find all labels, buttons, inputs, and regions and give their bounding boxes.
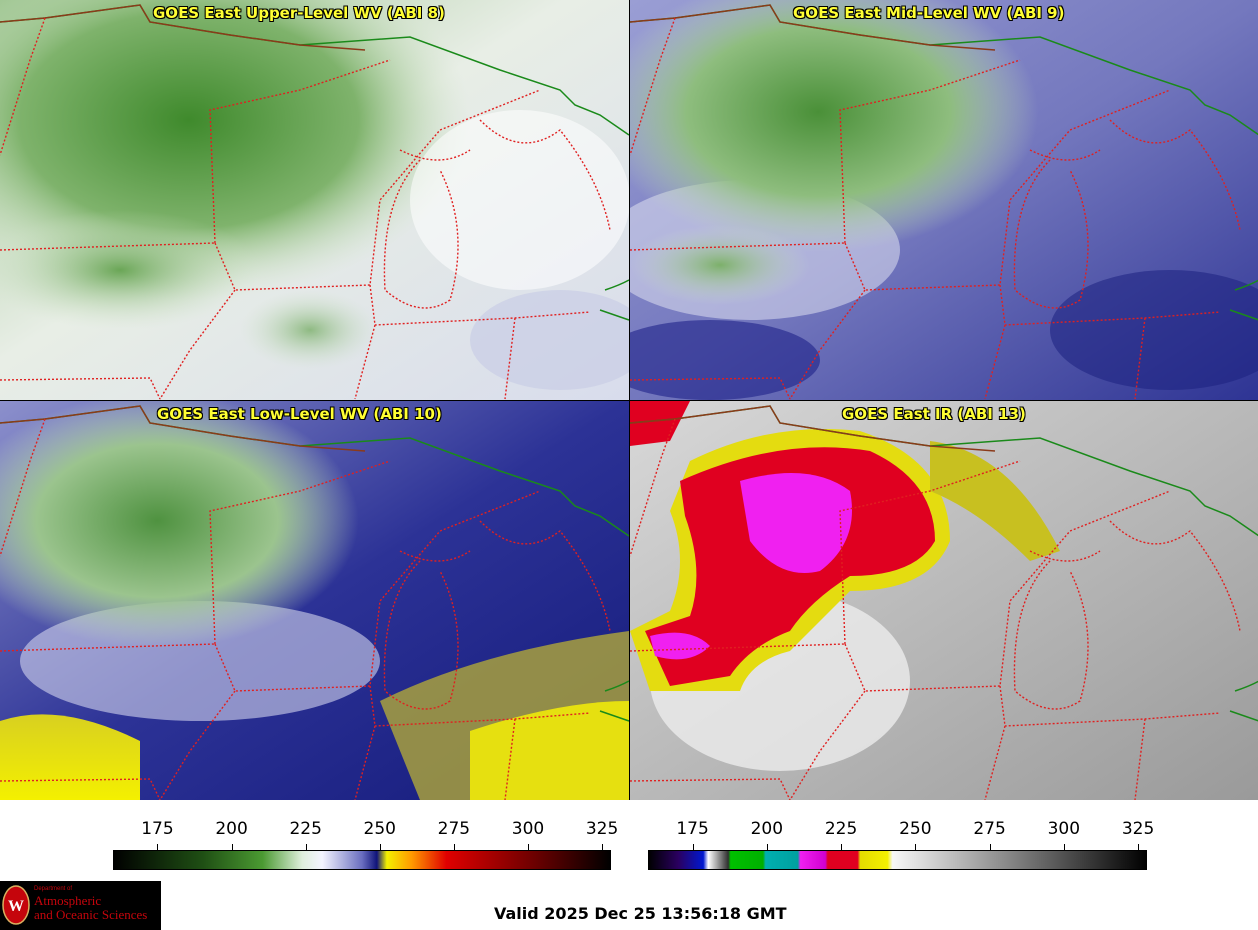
colorbar-tick-mark bbox=[306, 844, 307, 850]
colorbar-tick-label: 225 bbox=[824, 819, 858, 839]
colorbar-tick-mark bbox=[380, 844, 381, 850]
logo-line-3: and Oceanic Sciences bbox=[34, 907, 148, 922]
colorbar-tick-label: 300 bbox=[1047, 819, 1081, 839]
colorbar-tick-mark bbox=[528, 844, 529, 850]
colorbar-tick-mark bbox=[841, 844, 842, 850]
upper-wv-image bbox=[0, 0, 629, 400]
colorbar-tick-label: 250 bbox=[899, 819, 932, 839]
panel-low-wv: GOES East Low-Level WV (ABI 10) bbox=[0, 401, 629, 800]
panel-mid-wv: GOES East Mid-Level WV (ABI 9) bbox=[630, 0, 1258, 400]
horizontal-divider bbox=[0, 400, 1258, 401]
colorbar-tick-mark bbox=[157, 844, 158, 850]
colorbar-tick-label: 200 bbox=[215, 819, 248, 839]
svg-text:W: W bbox=[8, 898, 24, 915]
colorbar-tick-mark bbox=[767, 844, 768, 850]
logo-name-text: Atmospheric and Oceanic Sciences bbox=[34, 894, 147, 922]
ir-colorbar-gradient bbox=[648, 850, 1147, 870]
colorbar-tick-label: 200 bbox=[750, 819, 784, 839]
colorbar-tick-mark bbox=[693, 844, 694, 850]
colorbar-tick-mark bbox=[1138, 844, 1139, 850]
colorbar-tick-label: 300 bbox=[511, 819, 545, 839]
colorbar-tick-label: 275 bbox=[973, 819, 1006, 839]
panel-upper-wv: GOES East Upper-Level WV (ABI 8) bbox=[0, 0, 629, 400]
low-wv-image bbox=[0, 401, 629, 800]
colorbar-tick-mark bbox=[1064, 844, 1065, 850]
colorbar-tick-label: 325 bbox=[585, 819, 619, 839]
colorbar-tick-label: 325 bbox=[1121, 819, 1155, 839]
uw-aos-logo: W Department of Atmospheric and Oceanic … bbox=[0, 881, 161, 930]
logo-line-2: Atmospheric bbox=[34, 893, 102, 908]
colorbar-tick-mark bbox=[602, 844, 603, 850]
uw-crest-icon: W bbox=[2, 885, 30, 925]
panel-title: GOES East IR (ABI 13) bbox=[842, 405, 1026, 423]
panel-title: GOES East Upper-Level WV (ABI 8) bbox=[153, 4, 445, 22]
mid-wv-image bbox=[630, 0, 1258, 400]
colorbar-tick-label: 175 bbox=[676, 819, 709, 839]
colorbar-tick-mark bbox=[915, 844, 916, 850]
panel-title: GOES East Mid-Level WV (ABI 9) bbox=[793, 4, 1065, 22]
colorbar-tick-mark bbox=[454, 844, 455, 850]
colorbar-tick-label: 225 bbox=[289, 819, 322, 839]
valid-time: Valid 2025 Dec 25 13:56:18 GMT bbox=[494, 904, 787, 923]
colorbar-tick-mark bbox=[232, 844, 233, 850]
panel-ir: GOES East IR (ABI 13) bbox=[630, 401, 1258, 800]
wv-colorbar-gradient bbox=[113, 850, 611, 870]
colorbar-tick-label: 275 bbox=[437, 819, 471, 839]
logo-dept-text: Department of bbox=[34, 886, 73, 892]
panel-title: GOES East Low-Level WV (ABI 10) bbox=[157, 405, 442, 423]
colorbar-tick-label: 250 bbox=[363, 819, 397, 839]
colorbar-tick-mark bbox=[990, 844, 991, 850]
ir-image bbox=[630, 401, 1258, 800]
colorbar-tick-label: 175 bbox=[141, 819, 174, 839]
